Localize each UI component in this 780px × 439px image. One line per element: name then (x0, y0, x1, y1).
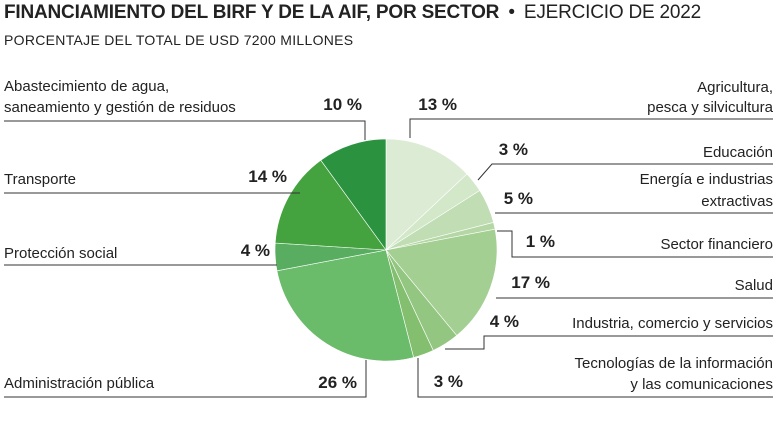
leader-line-8 (4, 360, 367, 398)
slice-label-7-line-2: y las comunicaciones (630, 376, 773, 393)
slice-value-label-1: 13 % (418, 95, 457, 114)
chart-title: FINANCIAMIENTO DEL BIRF Y DE LA AIF, POR… (4, 2, 701, 24)
slice-label-3-line-2: extractivas (701, 193, 773, 210)
slice-label-1-line-2: pesca y silvicultura (647, 99, 774, 116)
slice-label-10-line-1: Transporte (4, 171, 76, 188)
slice-value-label-8: 26 % (318, 373, 357, 392)
title-fiscal-year: EJERCICIO DE 2022 (523, 2, 702, 23)
slice-label-2-line-1: Educación (703, 144, 773, 161)
title-separator: • (508, 2, 515, 23)
pie-slice-10 (274, 159, 387, 251)
slice-label-3-line-1: Energía e industrias (640, 171, 773, 188)
leader-line-2 (477, 163, 773, 181)
slice-label-8-line-1: Administración pública (4, 375, 155, 392)
leader-line-7 (417, 358, 773, 398)
slice-label-4-line-1: Sector financiero (660, 236, 773, 253)
slice-value-label-5: 17 % (511, 273, 550, 292)
slice-value-label-2: 3 % (499, 140, 528, 159)
slice-value-label-3: 5 % (504, 189, 533, 208)
slice-label-1-line-1: Agricultura, (697, 79, 773, 96)
title-main: FINANCIAMIENTO DEL BIRF Y DE LA AIF, POR… (4, 2, 500, 23)
slice-label-9-line-1: Protección social (4, 245, 117, 262)
leader-line-4 (497, 230, 773, 258)
leader-line-6 (445, 335, 773, 350)
slice-label-11-line-2: saneamiento y gestión de residuos (4, 99, 236, 116)
pie-slice-11 (320, 138, 387, 251)
slice-label-11-line-1: Abastecimiento de agua, (4, 78, 169, 95)
pie-slice-5 (385, 228, 498, 336)
slice-value-label-6: 4 % (490, 312, 519, 331)
slice-label-7-line-1: Tecnologías de la información (575, 355, 773, 372)
slice-value-label-7: 3 % (434, 372, 463, 391)
slice-label-5-line-1: Salud (735, 277, 773, 294)
slice-value-label-11: 10 % (323, 95, 362, 114)
pie-slice-1 (385, 138, 468, 251)
leader-line-1 (409, 118, 773, 138)
chart-subtitle: PORCENTAJE DEL TOTAL DE USD 7200 MILLONE… (4, 32, 354, 48)
leader-line-11 (4, 120, 366, 140)
slice-label-6-line-1: Industria, comercio y servicios (572, 315, 773, 332)
slice-value-label-10: 14 % (248, 167, 287, 186)
slice-value-label-9: 4 % (241, 241, 270, 260)
slice-value-label-4: 1 % (526, 232, 555, 251)
pie-slice-8 (276, 249, 414, 362)
